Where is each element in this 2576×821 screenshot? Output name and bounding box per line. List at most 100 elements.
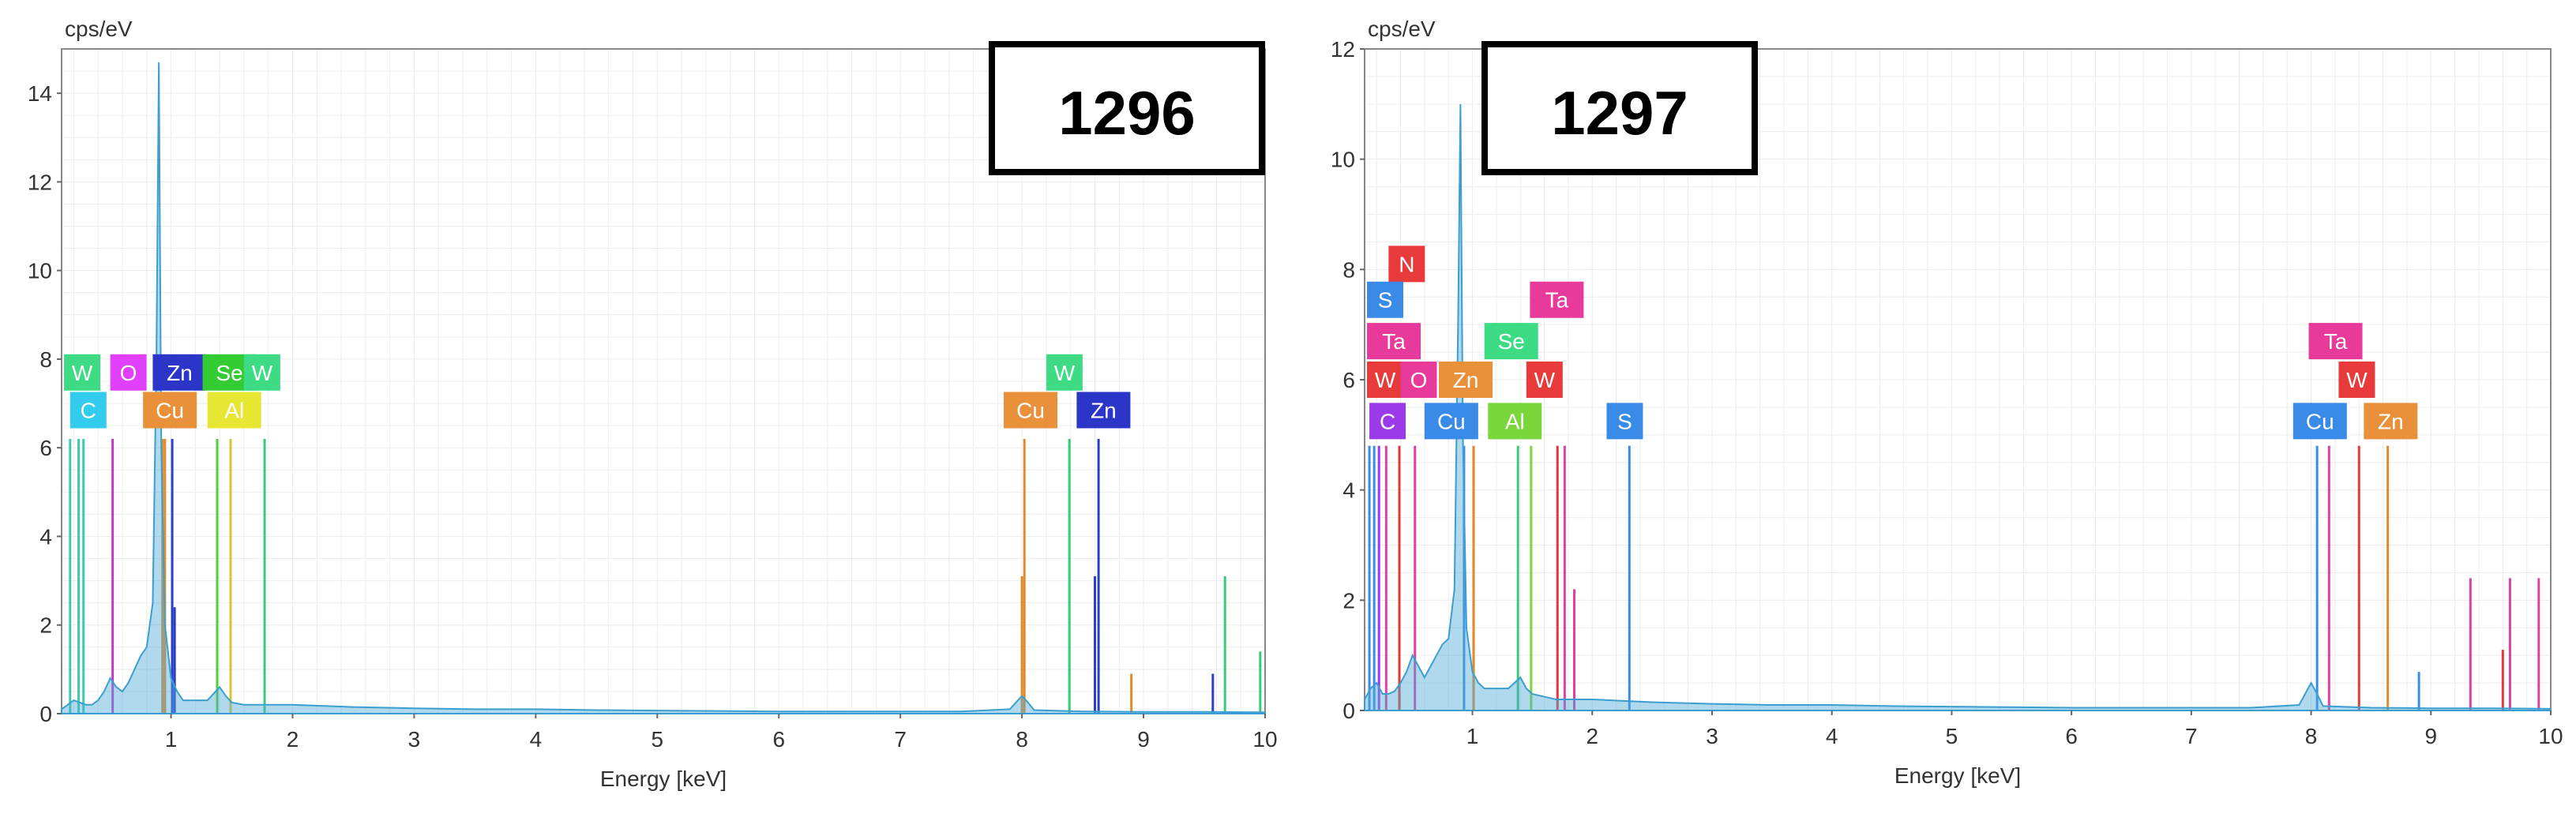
element-label-box <box>1526 362 1563 398</box>
element-label-o: O <box>1400 362 1437 398</box>
element-label-text: Al <box>224 398 244 422</box>
x-tick-label: 2 <box>1586 724 1598 748</box>
y-unit-label: cps/eV <box>1368 17 1436 41</box>
element-label-ta: Ta <box>1530 281 1584 318</box>
y-tick-label: 8 <box>1342 257 1355 282</box>
element-label-zn: Zn <box>1076 392 1131 429</box>
element-label-text: W <box>1375 368 1396 392</box>
x-tick-label: 1 <box>1466 724 1479 748</box>
element-label-s: S <box>1367 281 1404 318</box>
x-tick-label: 2 <box>287 727 299 752</box>
element-label-text: Ta <box>1545 288 1569 313</box>
element-label-zn: Zn <box>152 354 207 391</box>
sample-id-frame <box>1481 41 1758 175</box>
x-tick-label: 1 <box>165 727 178 752</box>
element-label-box <box>1367 281 1404 318</box>
element-label-cu: Cu <box>1004 392 1058 429</box>
element-label-text: Se <box>216 361 242 385</box>
x-tick-label: 3 <box>408 727 421 752</box>
element-label-box <box>1439 362 1493 398</box>
element-label-w: W <box>1367 362 1404 398</box>
element-label-cu: Cu <box>1424 403 1478 440</box>
sample-id-text: 1296 <box>1058 78 1196 148</box>
element-label-se: Se <box>202 354 257 391</box>
element-label-box <box>1424 403 1478 440</box>
element-label-text: Cu <box>156 398 184 422</box>
element-label-text: Ta <box>2324 329 2348 354</box>
element-label-w: W <box>2338 362 2375 398</box>
element-label-text: Zn <box>167 361 193 385</box>
element-label-box <box>1488 403 1542 440</box>
sample-id-box: 1296 <box>989 41 1265 175</box>
element-label-box <box>1606 403 1643 440</box>
x-tick-label: 7 <box>894 727 907 752</box>
x-tick-label: 8 <box>2305 724 2318 748</box>
element-label-ta: Ta <box>1367 323 1421 360</box>
element-label-s: S <box>1606 403 1643 440</box>
element-label-box <box>1004 392 1058 429</box>
x-tick-label: 4 <box>530 727 543 752</box>
x-tick-label: 4 <box>1826 724 1838 748</box>
element-label-text: Zn <box>2378 409 2404 433</box>
x-tick-label: 5 <box>652 727 664 752</box>
element-label-box <box>69 392 107 429</box>
spectrum-area <box>61 62 1266 714</box>
element-label-box <box>1367 362 1404 398</box>
element-label-text: N <box>1399 252 1414 276</box>
element-label-text: O <box>1410 368 1428 392</box>
element-label-box <box>1076 392 1131 429</box>
element-label-se: Se <box>1484 323 1538 360</box>
element-label-text: O <box>120 361 137 385</box>
element-label-box <box>1369 403 1406 440</box>
element-label-box <box>2364 403 2418 440</box>
element-label-text: Cu <box>1016 398 1045 422</box>
y-unit-label: cps/eV <box>65 17 133 41</box>
y-tick-label: 10 <box>28 259 52 283</box>
x-tick-label: 9 <box>1137 727 1150 752</box>
y-tick-label: 0 <box>39 702 52 726</box>
element-label-text: W <box>1534 368 1556 392</box>
element-label-al: Al <box>207 392 261 429</box>
element-label-box <box>64 354 101 391</box>
element-label-box <box>2308 323 2363 360</box>
y-tick-label: 0 <box>1342 699 1355 723</box>
element-label-box <box>207 392 261 429</box>
element-label-text: Ta <box>1382 329 1406 354</box>
element-label-text: S <box>1378 288 1393 313</box>
sample-id-box: 1297 <box>1481 41 1758 175</box>
element-label-zn: Zn <box>2364 403 2418 440</box>
x-axis-label: Energy [keV] <box>1894 763 2021 788</box>
element-label-w: W <box>1046 354 1083 391</box>
element-label-w: W <box>1526 362 1563 398</box>
element-label-text: W <box>72 361 93 385</box>
spectrum-panel-1297: 0 2 4 6 8 10 12 1 2 3 4 5 6 7 8 9 10 cps/eV Energy [keV] N S… <box>1295 0 2576 821</box>
element-label-text: W <box>252 361 273 385</box>
element-label-cu: Cu <box>2292 403 2347 440</box>
spectrum-area <box>1364 103 2552 711</box>
x-tick-label: 8 <box>1016 727 1028 752</box>
element-label-box <box>1367 323 1421 360</box>
element-label-zn: Zn <box>1439 362 1493 398</box>
element-label-box <box>1530 281 1584 318</box>
sample-id-text: 1297 <box>1551 78 1688 148</box>
x-tick-label: 3 <box>1706 724 1718 748</box>
element-label-text: Cu <box>1437 409 1466 433</box>
element-label-box <box>143 392 197 429</box>
y-tick-label: 10 <box>1331 148 1355 172</box>
sample-id-frame <box>989 41 1265 175</box>
x-tick-label: 5 <box>1946 724 1958 748</box>
element-label-box <box>2292 403 2347 440</box>
element-label-box <box>1400 362 1437 398</box>
element-label-text: Zn <box>1453 368 1479 392</box>
element-label-ta: Ta <box>2308 323 2363 360</box>
x-tick-label: 6 <box>772 727 785 752</box>
element-label-box <box>110 354 147 391</box>
element-label-c: C <box>69 392 107 429</box>
element-label-text: C <box>81 398 96 422</box>
element-label-box <box>152 354 207 391</box>
y-tick-label: 12 <box>1331 37 1355 62</box>
element-label-box <box>1046 354 1083 391</box>
element-label-c: C <box>1369 403 1406 440</box>
element-label-text: W <box>2346 368 2368 392</box>
